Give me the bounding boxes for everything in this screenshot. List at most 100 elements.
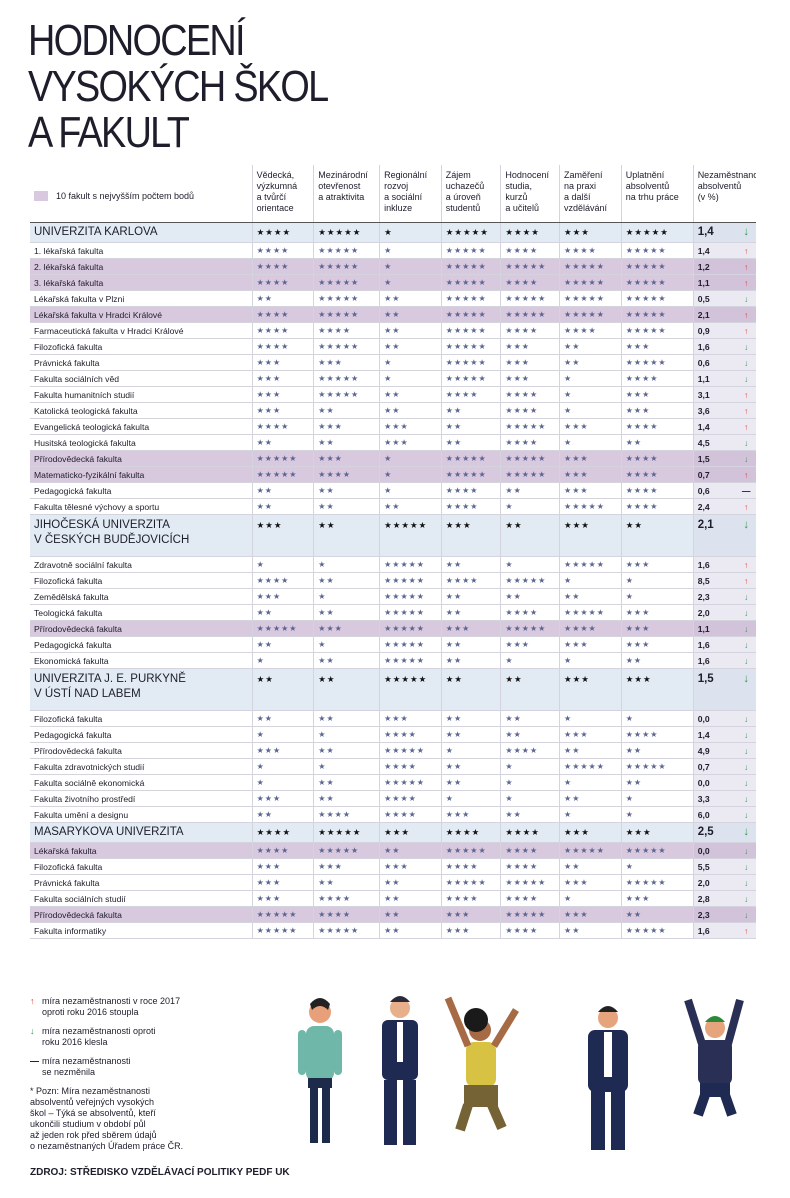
stars: ★★★★★ bbox=[440, 222, 501, 243]
stars: ★★★★★ bbox=[313, 258, 380, 275]
trend: ↓ bbox=[736, 906, 756, 923]
unemployment: 0,0 bbox=[692, 842, 737, 859]
stars: ★★★★★ bbox=[559, 604, 622, 621]
unemployment: 1,6 bbox=[692, 652, 737, 669]
stars: ★★ bbox=[313, 604, 380, 621]
stars: ★★ bbox=[620, 906, 694, 923]
stars: ★★★★ bbox=[620, 418, 694, 435]
unemployment: 0,7 bbox=[692, 466, 737, 483]
person bbox=[444, 996, 519, 1132]
illustration bbox=[298, 996, 744, 1150]
name: Evangelická teologická fakulta bbox=[30, 418, 253, 435]
stars: ★★ bbox=[251, 636, 314, 653]
stars: ★★★ bbox=[500, 636, 560, 653]
stars: ★★★★ bbox=[251, 242, 314, 259]
unemployment: 4,9 bbox=[692, 742, 737, 759]
stars: ★★★ bbox=[379, 858, 442, 875]
name: Lékařská fakulta bbox=[30, 842, 253, 859]
stars: ★★ bbox=[379, 338, 442, 355]
name: Filozofická fakulta bbox=[30, 858, 253, 875]
title-line: A FAKULT bbox=[28, 108, 190, 157]
stars: ★★★★★ bbox=[620, 222, 694, 243]
stars: ★★★★ bbox=[440, 482, 501, 499]
stars: ★★★ bbox=[559, 418, 622, 435]
name: 3. lékařská fakulta bbox=[30, 274, 253, 291]
unemployment: 2,1 bbox=[692, 514, 737, 557]
stars: ★★★ bbox=[559, 482, 622, 499]
name: Přírodovědecká fakulta bbox=[30, 620, 253, 637]
stars: ★★★★★ bbox=[620, 758, 694, 775]
stars: ★★ bbox=[440, 726, 501, 743]
name: Zemědělská fakulta bbox=[30, 588, 253, 605]
stars: ★ bbox=[500, 758, 560, 775]
trend: ↑ bbox=[736, 274, 756, 291]
legend: ↑ míra nezaměstnanosti v roce 2017 oproti… bbox=[30, 996, 230, 1152]
stars: ★★★★ bbox=[620, 498, 694, 515]
person bbox=[684, 998, 744, 1117]
column-header: Hodnocení studia, kurzů a učitelů bbox=[500, 165, 560, 223]
stars: ★ bbox=[500, 652, 560, 669]
stars: ★★ bbox=[379, 386, 442, 403]
unemployment: 0,0 bbox=[692, 710, 737, 727]
name: Fakulta sociálních studií bbox=[30, 890, 253, 907]
trend: ↑ bbox=[736, 572, 756, 589]
stars: ★★★★★ bbox=[379, 774, 442, 791]
name: Fakulta životního prostředí bbox=[30, 790, 253, 807]
stars: ★★★★ bbox=[313, 806, 380, 823]
name: Zdravotně sociální fakulta bbox=[30, 556, 253, 573]
stars: ★ bbox=[500, 498, 560, 515]
stars: ★★ bbox=[500, 482, 560, 499]
stars: ★★★★★ bbox=[440, 242, 501, 259]
unemployment: 1,4 bbox=[692, 418, 737, 435]
header-row: 10 fakult s nejvyšším počtem bodů Vědecká… bbox=[30, 165, 756, 223]
name: Přírodovědecká fakulta bbox=[30, 450, 253, 467]
stars: ★★★★ bbox=[440, 890, 501, 907]
stars: ★★ bbox=[379, 306, 442, 323]
stars: ★★★ bbox=[251, 874, 314, 891]
trend: ↑ bbox=[736, 242, 756, 259]
stars: ★ bbox=[620, 858, 694, 875]
stars: ★★★ bbox=[313, 354, 380, 371]
stars: ★★ bbox=[559, 790, 622, 807]
stars: ★ bbox=[620, 588, 694, 605]
name: Filozofická fakulta bbox=[30, 572, 253, 589]
trend: ↑ bbox=[736, 386, 756, 403]
legend-cell: 10 fakult s nejvyšším počtem bodů bbox=[30, 165, 253, 223]
trend: ↓ bbox=[736, 874, 756, 891]
stars: ★★ bbox=[559, 338, 622, 355]
legend-symbol: ↑ bbox=[30, 996, 35, 1006]
faculty-row: Právnická fakulta ★★★ ★★ ★★ ★★★★★ ★★★★★ ★★★ ★★★… bbox=[30, 874, 756, 891]
stars: ★★★ bbox=[620, 890, 694, 907]
name: 2. lékařská fakulta bbox=[30, 258, 253, 275]
stars: ★ bbox=[313, 588, 380, 605]
stars: ★★ bbox=[251, 668, 314, 711]
stars: ★★★★★ bbox=[620, 874, 694, 891]
legend-text: míra nezaměstnanosti v roce 2017 oproti … bbox=[42, 996, 181, 1017]
stars: ★★ bbox=[379, 922, 442, 939]
name: MASARYKOVA UNIVERZITA bbox=[30, 822, 253, 843]
person bbox=[298, 998, 342, 1143]
unemployment: 0,5 bbox=[692, 290, 737, 307]
stars: ★★★★ bbox=[251, 842, 314, 859]
stars: ★★★★ bbox=[379, 806, 442, 823]
unemployment: 3,3 bbox=[692, 790, 737, 807]
stars: ★★★ bbox=[559, 822, 622, 843]
name: Filozofická fakulta bbox=[30, 338, 253, 355]
stars: ★ bbox=[559, 572, 622, 589]
stars: ★★ bbox=[313, 498, 380, 515]
unemployment: 6,0 bbox=[692, 806, 737, 823]
stars: ★★★★★ bbox=[559, 290, 622, 307]
stars: ★★★ bbox=[251, 858, 314, 875]
trend: ↓ bbox=[736, 636, 756, 653]
stars: ★★ bbox=[313, 402, 380, 419]
stars: ★★ bbox=[440, 556, 501, 573]
stars: ★★ bbox=[251, 498, 314, 515]
trend: ↓ bbox=[736, 742, 756, 759]
stars: ★★ bbox=[440, 418, 501, 435]
trend: ↓ bbox=[736, 354, 756, 371]
stars: ★★★★ bbox=[440, 822, 501, 843]
faculty-row: Filozofická fakulta★★★★★★★★★★★★★★★★★★★★★… bbox=[30, 572, 756, 589]
stars: ★★ bbox=[313, 710, 380, 727]
stars: ★★ bbox=[440, 758, 501, 775]
stars: ★ bbox=[559, 434, 622, 451]
